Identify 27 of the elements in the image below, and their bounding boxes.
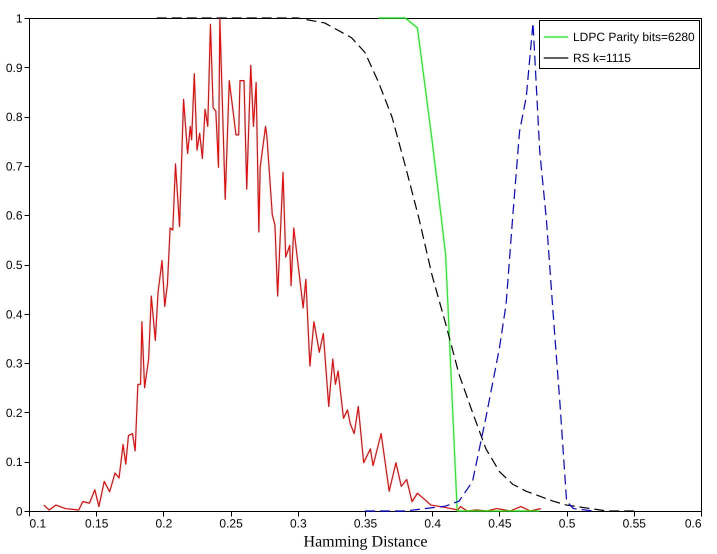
x-tick-label: 0.35: [354, 516, 378, 530]
y-tick-label: 1: [16, 12, 23, 26]
legend-label: RS k=1115: [573, 51, 632, 65]
x-tick-label: 0.2: [156, 516, 173, 530]
x-tick-label: 0.25: [219, 516, 244, 530]
y-tick-label: 0.8: [6, 110, 23, 124]
x-tick-label: 0.5: [558, 516, 576, 530]
x-tick-label: 0.3: [290, 516, 307, 530]
y-tick-label: 0.5: [6, 258, 23, 272]
x-tick-label: 0.6: [684, 516, 702, 530]
x-tick-label: 0.1: [30, 516, 47, 530]
y-tick-label: 0.3: [6, 356, 23, 371]
line-series: [378, 17, 540, 512]
y-tick-label: 0.1: [6, 455, 23, 470]
x-tick-label: 0.55: [622, 516, 646, 530]
y-tick-label: 0.2: [6, 406, 23, 420]
x-tick-label: 0.4: [424, 516, 442, 530]
line-series: [43, 17, 542, 512]
legend-label: LDPC Parity bits=6280: [573, 30, 696, 44]
x-tick-label: 0.15: [85, 516, 109, 530]
y-tick-label: 0.9: [6, 60, 23, 75]
y-tick-label: 0.6: [6, 208, 23, 223]
y-tick-label: 0.4: [6, 307, 23, 322]
y-tick-label: 0.7: [6, 159, 23, 174]
y-tick-label: 0: [16, 504, 23, 518]
x-axis-title: Hamming Distance: [304, 534, 428, 550]
x-tick-label: 0.45: [488, 516, 512, 530]
